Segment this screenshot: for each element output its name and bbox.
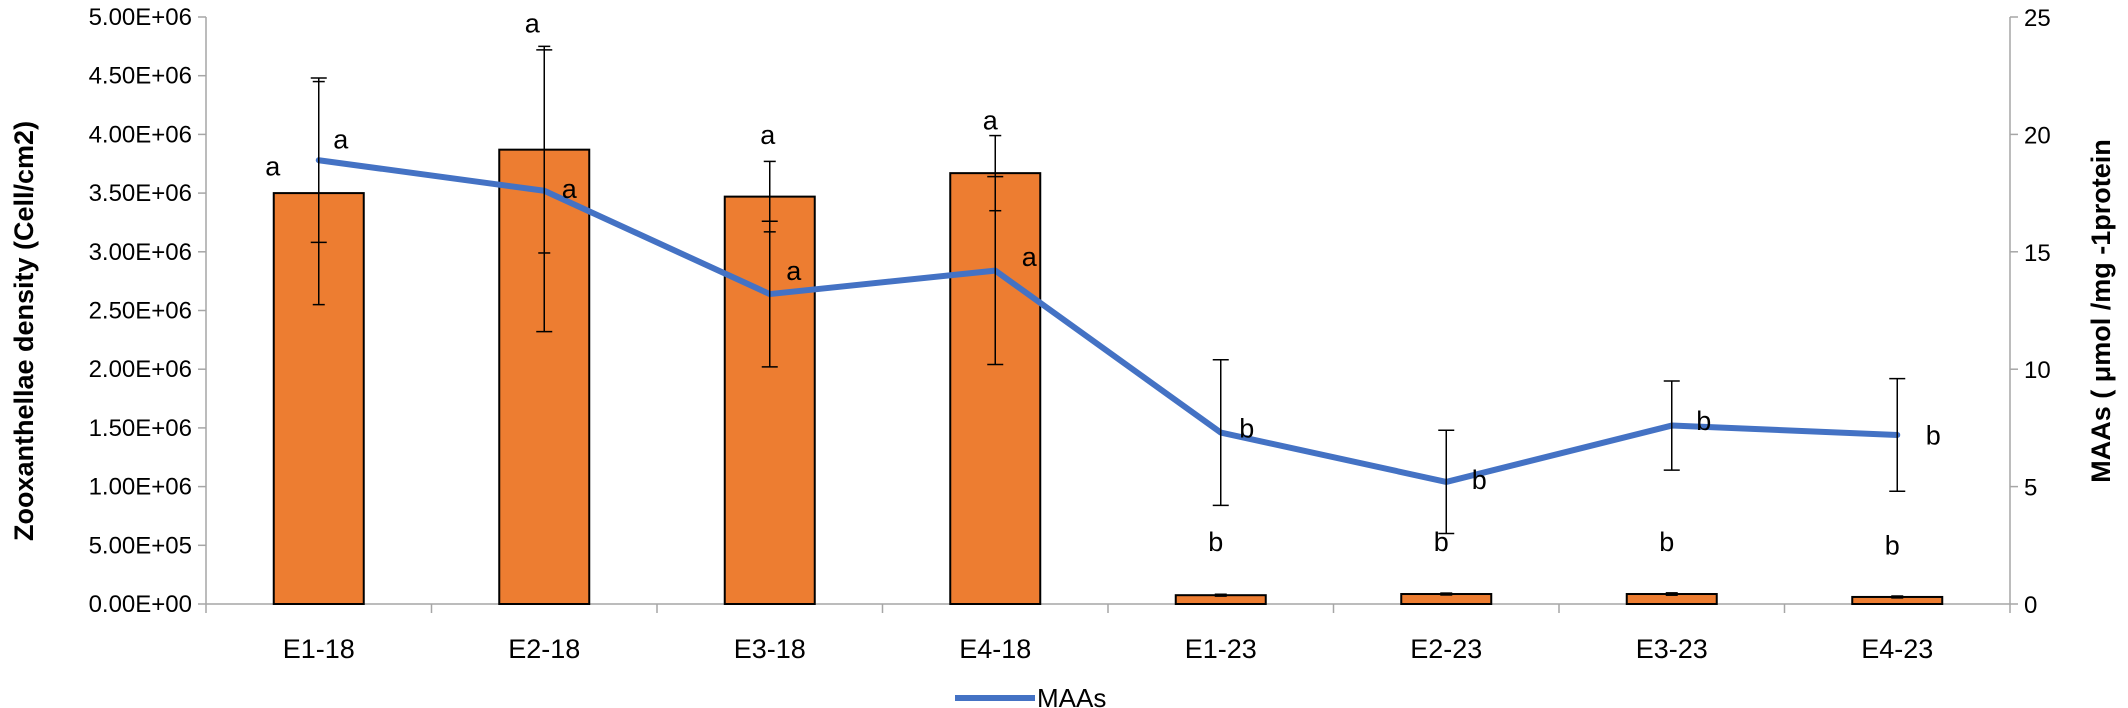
significance-labels: a a a a b b b b a a a a b b b b	[265, 8, 1941, 560]
y-right-tick-label: 0	[2024, 592, 2037, 619]
bar-significance-label: b	[1208, 527, 1223, 557]
y-left-tick-label: 3.00E+06	[89, 239, 192, 266]
x-tick-label: E2-18	[508, 634, 580, 664]
y-right-tick-label: 20	[2024, 122, 2051, 149]
x-tick-label: E1-23	[1185, 634, 1257, 664]
y-left-tick-label: 2.00E+06	[89, 356, 192, 383]
bar-series	[272, 148, 1944, 606]
y-right-tick-label: 25	[2024, 5, 2051, 32]
bar-significance-label: a	[760, 120, 776, 150]
line-significance-label: b	[1239, 413, 1254, 443]
bar-significance-label: a	[265, 151, 281, 181]
line-significance-label: a	[562, 174, 578, 204]
x-tick-label: E3-23	[1636, 634, 1708, 664]
y-left-tick-label: 5.00E+05	[89, 532, 192, 559]
bar-significance-label: a	[983, 106, 999, 136]
y-left-tick-label: 5.00E+06	[89, 4, 192, 31]
bar-significance-label: b	[1885, 531, 1900, 561]
y-left-tick-label: 2.50E+06	[89, 298, 192, 325]
bar-significance-label: a	[525, 8, 541, 38]
y-left-tick-label: 1.00E+06	[89, 474, 192, 501]
y-left-tick-label: 4.00E+06	[89, 121, 192, 148]
y-left-tick-label: 0.00E+00	[89, 591, 192, 618]
axes	[198, 16, 2018, 613]
y-right-tick-label: 10	[2024, 357, 2051, 384]
x-tick-label: E4-18	[959, 634, 1031, 664]
bar-significance-label: b	[1434, 527, 1449, 557]
x-tick-label: E3-18	[734, 634, 806, 664]
x-tick-label: E2-23	[1410, 634, 1482, 664]
line-error-bars	[310, 49, 1906, 535]
legend-label-maas: MAAs	[1037, 683, 1106, 708]
maas-line	[315, 157, 1901, 485]
legend: MAAs	[955, 683, 1106, 708]
line-significance-label: a	[786, 256, 802, 286]
y-left-axis-title: Zooxanthellae density (Cell/cm2)	[9, 121, 39, 541]
bar-significance-label: b	[1659, 527, 1674, 557]
y-left-tick-label: 1.50E+06	[89, 415, 192, 442]
x-tick-label: E1-18	[283, 634, 355, 664]
y-right-axis-title: MAAs ( μmol /mg -1protein	[2086, 139, 2116, 483]
line-significance-label: b	[1926, 420, 1941, 450]
line-significance-label: b	[1472, 465, 1487, 495]
x-tick-label: E4-23	[1861, 634, 1933, 664]
y-right-tick-label: 5	[2024, 475, 2037, 502]
y-left-tick-label: 4.50E+06	[89, 63, 192, 90]
line-significance-label: b	[1696, 406, 1711, 436]
y-left-tick-label: 3.50E+06	[89, 180, 192, 207]
line-significance-label: a	[1022, 242, 1038, 272]
maas-line-series	[315, 157, 1901, 485]
tick-labels: 0.00E+00 5.00E+05 1.00E+06 1.50E+06 2.00E+06…	[89, 4, 2051, 664]
y-right-tick-label: 15	[2024, 240, 2051, 267]
line-significance-label: a	[333, 124, 349, 154]
